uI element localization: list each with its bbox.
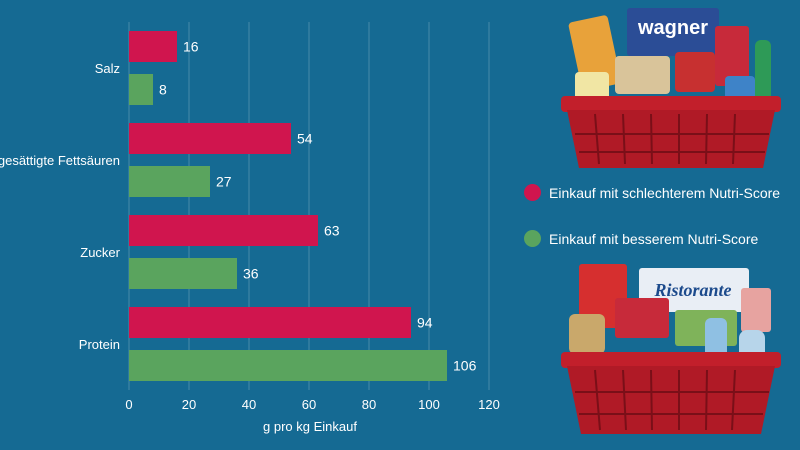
bar-better-nutriscore: [129, 350, 447, 381]
legend-item-worse: Einkauf mit schlechterem Nutri-Score: [524, 184, 780, 201]
data-label: 36: [243, 266, 259, 282]
legend-swatch-worse: [524, 184, 541, 201]
x-tick-label: 80: [362, 397, 376, 412]
legend-label-better: Einkauf mit besserem Nutri-Score: [549, 230, 759, 247]
data-label: 94: [417, 315, 433, 331]
bar-better-nutriscore: [129, 258, 237, 289]
data-label: 27: [216, 174, 232, 190]
shopping-basket-icon: wagner: [555, 4, 787, 172]
basket-with-groceries-bottom: Ristorante: [561, 264, 781, 434]
bars: [129, 31, 447, 381]
legend-swatch-better: [524, 230, 541, 247]
data-label: 106: [453, 358, 477, 374]
x-tick-label: 40: [242, 397, 256, 412]
bar-worse-nutriscore: [129, 123, 291, 154]
data-label: 63: [324, 223, 340, 239]
x-tick-label: 60: [302, 397, 316, 412]
legend-item-better: Einkauf mit besserem Nutri-Score: [524, 230, 758, 247]
shopping-basket-icon: Ristorante: [555, 258, 787, 438]
gridlines: [128, 22, 490, 390]
bar-worse-nutriscore: [129, 307, 411, 338]
x-tick-label: 0: [125, 397, 132, 412]
category-label: Zucker: [80, 245, 120, 260]
bar-chart: 0 20 40 60 80 100 120 Salz 16 8 gesättigte Fettsäu…: [0, 22, 500, 434]
data-label: 8: [159, 82, 167, 98]
data-label: 54: [297, 131, 313, 147]
bar-worse-nutriscore: [129, 215, 318, 246]
brand-wagner-text: wagner: [637, 17, 708, 39]
category-label: gesättigte Fettsäuren: [0, 153, 120, 168]
category-label: Salz: [95, 61, 120, 76]
bar-worse-nutriscore: [129, 31, 177, 62]
labels: 0 20 40 60 80 100 120 Salz 16 8 gesättigte Fettsäu…: [0, 39, 500, 413]
bar-better-nutriscore: [129, 166, 210, 197]
x-tick-label: 20: [182, 397, 196, 412]
legend-label-worse: Einkauf mit schlechterem Nutri-Score: [549, 184, 781, 201]
x-tick-label: 120: [478, 397, 500, 412]
bar-better-nutriscore: [129, 74, 153, 105]
x-tick-label: 100: [418, 397, 440, 412]
x-axis-title: g pro kg Einkauf: [263, 419, 357, 434]
basket-with-groceries-top: wagner: [561, 8, 781, 168]
brand-ristorante-text: Ristorante: [653, 280, 731, 300]
category-label: Protein: [79, 337, 120, 352]
data-label: 16: [183, 39, 199, 55]
